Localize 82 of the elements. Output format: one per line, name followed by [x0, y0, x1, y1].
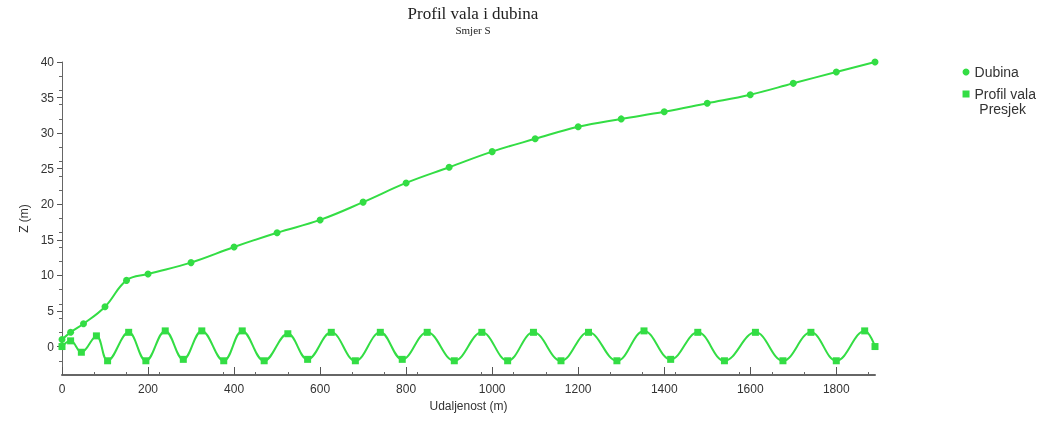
point: [832, 68, 840, 76]
point: [660, 108, 668, 116]
point: [557, 357, 565, 365]
x-tick-label: 400: [224, 382, 245, 396]
point: [179, 355, 187, 363]
point: [402, 179, 410, 187]
point: [504, 357, 512, 365]
y-tick-label: 10: [40, 268, 55, 283]
point: [80, 320, 88, 328]
chart-subtitle: Smjer S: [455, 23, 491, 36]
point: [304, 355, 312, 363]
y-tick-label: 35: [40, 90, 55, 105]
point: [720, 357, 728, 365]
point: [327, 328, 335, 336]
y-tick-label: 20: [40, 197, 55, 212]
point: [101, 303, 109, 311]
point: [92, 332, 100, 340]
legend-label: Dubina: [974, 64, 1020, 80]
y-tick-label: 0: [47, 339, 55, 354]
point: [376, 328, 384, 336]
point: [273, 229, 281, 237]
point: [58, 343, 66, 351]
point: [779, 357, 787, 365]
point: [703, 99, 711, 107]
point: [238, 327, 246, 335]
y-axis-title: Z (m): [16, 204, 31, 233]
point: [574, 123, 582, 131]
point: [77, 348, 85, 356]
point: [220, 357, 228, 365]
y-tick-label: 40: [40, 55, 55, 69]
point: [746, 91, 754, 99]
point: [398, 355, 406, 363]
point: [187, 259, 195, 267]
point: [585, 328, 593, 336]
x-tick-label: 600: [310, 382, 331, 396]
point: [531, 135, 539, 143]
x-tick-label: 800: [396, 382, 417, 396]
point: [640, 327, 648, 335]
point: [284, 330, 292, 338]
x-tick-label: 200: [138, 382, 159, 396]
point: [871, 343, 879, 351]
point: [694, 328, 702, 336]
point: [125, 328, 133, 336]
text: Presjek: [979, 101, 1027, 117]
chart-title: Profil vala i dubina: [407, 4, 539, 23]
point: [667, 355, 675, 363]
x-tick-label: 1400: [650, 382, 678, 396]
y-tick-label: 30: [40, 126, 55, 141]
point: [789, 79, 797, 87]
x-tick-label: 1200: [564, 382, 592, 396]
point: [161, 327, 169, 335]
x-tick-label: 1000: [478, 382, 506, 396]
point: [450, 357, 458, 365]
point: [142, 357, 150, 365]
point: [104, 357, 112, 365]
point: [488, 148, 496, 156]
y-tick-label: 5: [47, 303, 55, 318]
x-tick-label: 1800: [822, 382, 850, 396]
point: [445, 163, 453, 171]
point: [67, 337, 75, 345]
x-tick-label: 0: [58, 382, 66, 396]
point: [529, 328, 537, 336]
point: [260, 357, 268, 365]
point: [861, 327, 869, 335]
point: [123, 276, 131, 284]
y-tick-label: 25: [40, 161, 55, 176]
point: [613, 357, 621, 365]
point: [751, 328, 759, 336]
x-tick-label: 1600: [736, 382, 764, 396]
point: [617, 115, 625, 123]
point: [351, 357, 359, 365]
point: [807, 328, 815, 336]
point: [58, 335, 66, 343]
point: [359, 198, 367, 206]
y-tick-label: 15: [40, 232, 55, 247]
point: [198, 327, 206, 335]
legend-label: Profil vala: [974, 86, 1037, 102]
point: [423, 328, 431, 336]
point: [832, 357, 840, 365]
x-axis-title: Udaljenost (m): [429, 398, 508, 413]
point: [478, 328, 486, 336]
point: [67, 328, 75, 336]
